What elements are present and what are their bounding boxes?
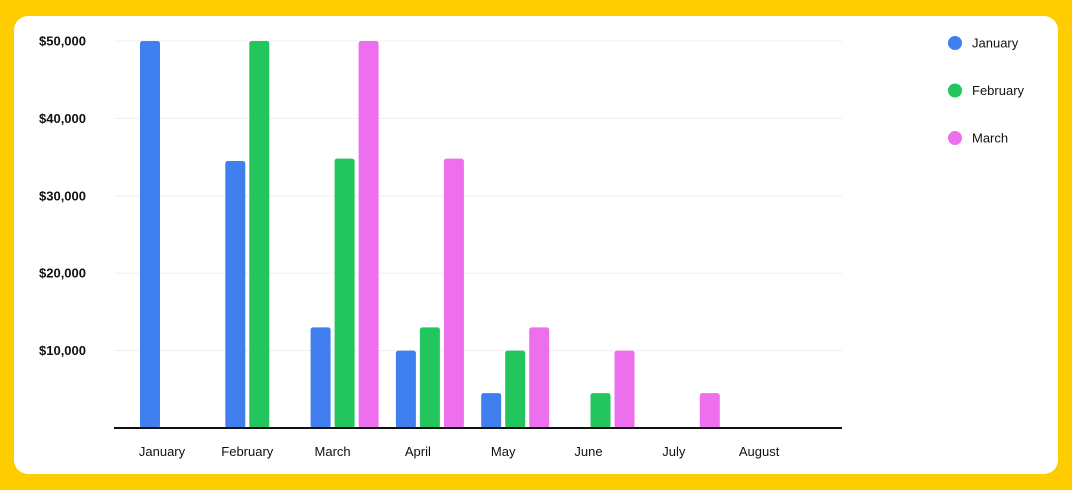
x-tick-label: July xyxy=(662,444,686,459)
bar xyxy=(505,350,526,428)
legend-label: March xyxy=(972,131,1008,146)
bar xyxy=(225,160,246,428)
legend: January February March xyxy=(948,36,1025,146)
bar xyxy=(395,350,416,428)
chart-card: $10,000 $20,000 $30,000 $40,000 $50,000 Janu… xyxy=(14,16,1058,474)
bar xyxy=(310,327,331,428)
bar xyxy=(249,41,270,428)
bar-chart: $10,000 $20,000 $30,000 $40,000 $50,000 Janu… xyxy=(39,34,1025,460)
bar xyxy=(614,350,635,428)
x-tick-label: February xyxy=(221,444,274,459)
y-axis-labels: $10,000 $20,000 $30,000 $40,000 $50,000 xyxy=(39,34,86,359)
legend-swatch xyxy=(948,36,962,50)
bar xyxy=(419,327,440,428)
x-axis-labels: January February March April May June July Augu… xyxy=(139,444,780,459)
x-tick-label: May xyxy=(491,444,516,459)
bar xyxy=(443,158,464,428)
y-tick-label: $20,000 xyxy=(39,266,86,281)
y-tick-label: $50,000 xyxy=(39,34,86,49)
bar xyxy=(358,41,379,428)
x-tick-label: April xyxy=(405,444,431,459)
legend-swatch xyxy=(948,83,962,98)
bar xyxy=(481,393,502,428)
legend-swatch xyxy=(948,131,962,145)
bar xyxy=(590,393,611,428)
x-tick-label: March xyxy=(315,444,351,459)
bar xyxy=(529,327,550,428)
y-tick-label: $40,000 xyxy=(39,111,86,126)
bar xyxy=(699,393,720,428)
legend-label: January xyxy=(972,36,1019,51)
bar xyxy=(334,158,355,428)
x-tick-label: June xyxy=(574,444,602,459)
y-tick-label: $30,000 xyxy=(39,188,86,203)
bars xyxy=(140,41,720,428)
gridlines xyxy=(114,40,842,352)
legend-label: February xyxy=(972,83,1025,98)
bar xyxy=(140,41,160,428)
x-tick-label: August xyxy=(739,444,780,459)
y-tick-label: $10,000 xyxy=(39,343,86,358)
x-tick-label: January xyxy=(139,444,186,459)
